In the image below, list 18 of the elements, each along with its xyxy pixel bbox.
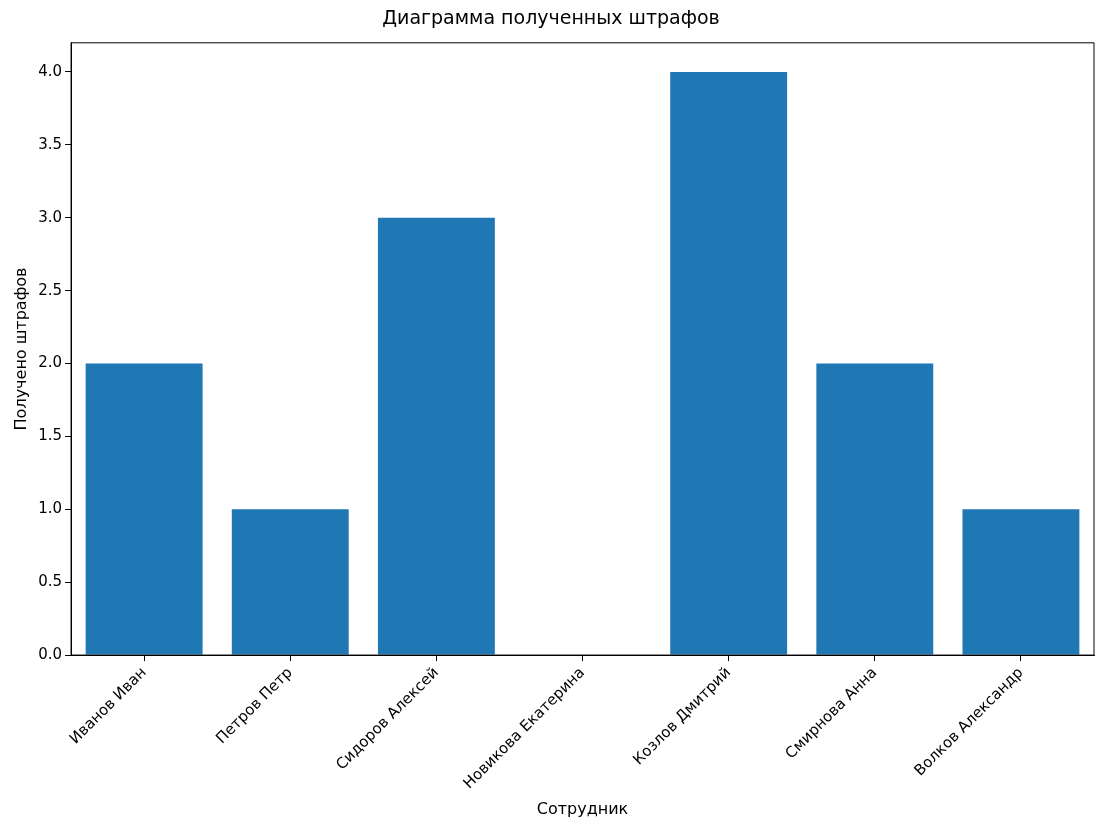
y-tick-label: 2.5 (38, 280, 63, 299)
y-tick-label: 4.0 (38, 61, 63, 80)
bar (962, 509, 1080, 655)
bar (670, 71, 788, 655)
y-tick-label: 1.5 (38, 426, 63, 445)
y-tick-label: 3.5 (38, 134, 63, 153)
bar (377, 217, 495, 655)
bar (231, 509, 349, 655)
y-tick-label: 0.5 (38, 572, 63, 591)
y-axis-title: Получено штрафов (10, 267, 30, 431)
chart-title: Диаграмма полученных штрафов (382, 6, 720, 29)
x-axis-title: Сотрудник (536, 798, 629, 818)
y-tick-label: 0.0 (38, 644, 63, 663)
bar (816, 363, 934, 655)
y-tick-label: 1.0 (38, 499, 63, 518)
bar (85, 363, 203, 655)
y-tick-label: 3.0 (38, 207, 63, 226)
y-tick-label: 2.0 (38, 353, 63, 372)
